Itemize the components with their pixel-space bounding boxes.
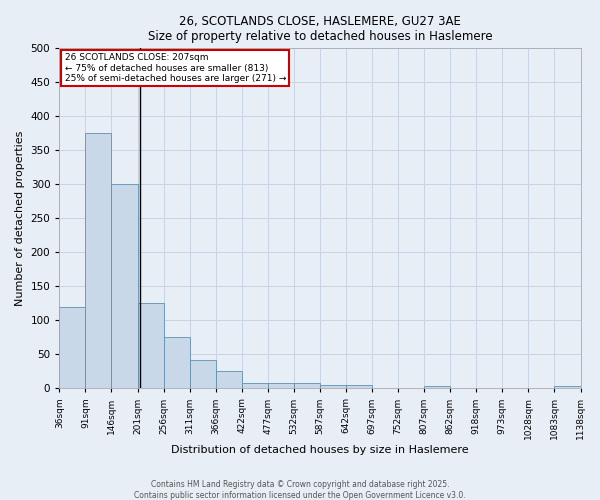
Bar [294,383,320,388]
Bar [59,306,85,388]
Bar [554,386,581,388]
Text: Contains HM Land Registry data © Crown copyright and database right 2025.
Contai: Contains HM Land Registry data © Crown c… [134,480,466,500]
Y-axis label: Number of detached properties: Number of detached properties [15,130,25,306]
Bar [346,385,372,388]
Bar [215,372,242,388]
Title: 26, SCOTLANDS CLOSE, HASLEMERE, GU27 3AE
Size of property relative to detached h: 26, SCOTLANDS CLOSE, HASLEMERE, GU27 3AE… [148,15,492,43]
Bar [137,304,164,388]
Bar [112,184,137,388]
Bar [242,383,268,388]
Bar [85,134,112,388]
Text: 26 SCOTLANDS CLOSE: 207sqm
← 75% of detached houses are smaller (813)
25% of sem: 26 SCOTLANDS CLOSE: 207sqm ← 75% of deta… [65,54,286,83]
Bar [268,383,294,388]
Bar [320,385,346,388]
Bar [424,386,450,388]
Bar [164,338,190,388]
Bar [190,360,215,388]
X-axis label: Distribution of detached houses by size in Haslemere: Distribution of detached houses by size … [171,445,469,455]
